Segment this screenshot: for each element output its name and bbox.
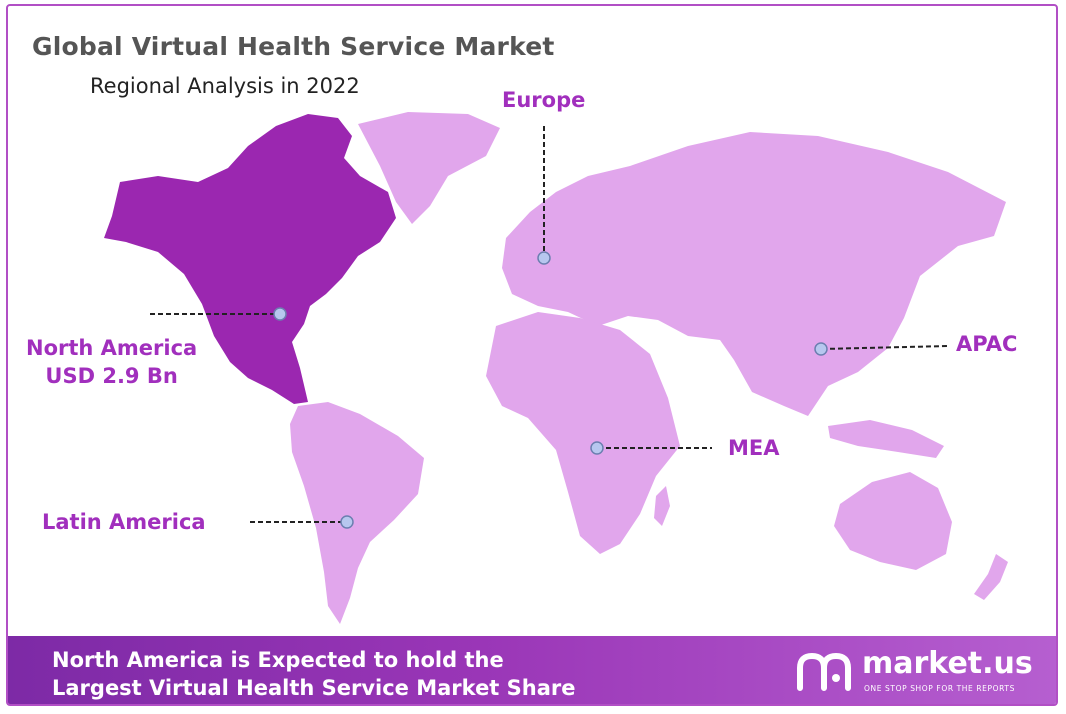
apac-leader-line — [821, 345, 949, 350]
page-title: Global Virtual Health Service Market — [32, 32, 555, 61]
footer-message: North America is Expected to hold the La… — [52, 646, 576, 702]
eurasia-shape — [502, 132, 1006, 416]
greenland-shape — [358, 112, 500, 224]
latin-america-marker — [340, 515, 354, 529]
footer-banner: North America is Expected to hold the La… — [8, 636, 1056, 704]
world-map — [104, 112, 1008, 624]
market-us-logo-icon — [797, 652, 851, 691]
infographic-frame: Global Virtual Health Service Market Reg… — [6, 4, 1058, 706]
north-america-name: North America — [26, 336, 198, 360]
europe-marker — [537, 251, 551, 265]
footer-line-1: North America is Expected to hold the — [52, 648, 504, 672]
australia-shape — [834, 472, 952, 570]
north-america-value: USD 2.9 Bn — [45, 364, 178, 388]
latin-america-label: Latin America — [42, 510, 206, 534]
north-america-shape — [104, 114, 396, 404]
north-america-label: North America USD 2.9 Bn — [26, 334, 197, 390]
page-subtitle: Regional Analysis in 2022 — [90, 74, 360, 98]
north-america-marker — [273, 307, 287, 321]
brand-tagline: ONE STOP SHOP FOR THE REPORTS — [864, 684, 1015, 693]
africa-shape — [486, 312, 680, 554]
apac-label: APAC — [956, 332, 1018, 356]
madagascar-shape — [654, 486, 670, 526]
europe-label: Europe — [502, 88, 586, 112]
brand-name: market.us — [862, 646, 1033, 681]
footer-line-2: Largest Virtual Health Service Market Sh… — [52, 676, 576, 700]
new-zealand-shape — [974, 554, 1008, 600]
mea-marker — [590, 441, 604, 455]
latin-america-shape — [290, 402, 424, 624]
southeast-asia-islands-shape — [828, 420, 944, 458]
apac-marker — [814, 342, 828, 356]
mea-label: MEA — [728, 436, 780, 460]
